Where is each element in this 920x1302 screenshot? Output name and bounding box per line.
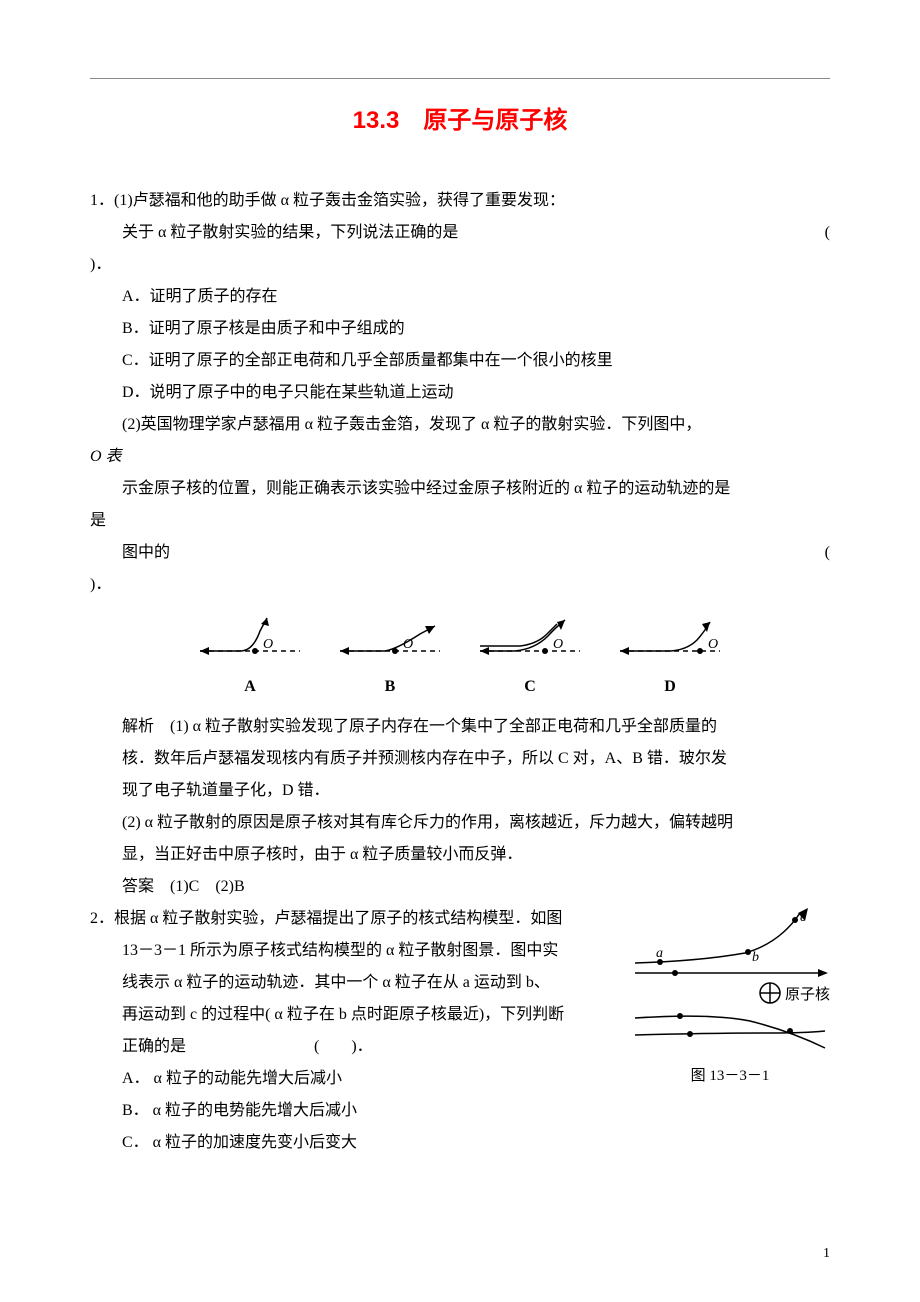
- q1-close2: )．: [90, 569, 830, 601]
- q2-figure: 原子核 a b c: [630, 903, 830, 1085]
- q2-line1: 2．根据 α 粒子散射实验，卢瑟福提出了原子的核式结构模型．如图: [90, 903, 620, 935]
- q1-line1: 1．(1)卢瑟福和他的助手做 α 粒子轰击金箔实验，获得了重要发现：: [90, 185, 830, 217]
- fig-C-label: C: [475, 678, 585, 696]
- page-number: 1: [823, 1246, 830, 1262]
- q1-ana2: 核．数年后卢瑟福发现核内有质子并预测核内存在中子，所以 C 对，A、B 错．玻尔…: [90, 743, 830, 775]
- q2-p1: 根据 α 粒子散射实验，卢瑟福提出了原子的核式结构模型．如图: [114, 910, 562, 927]
- q1-optC: C．证明了原子的全部正电荷和几乎全部质量都集中在一个很小的核里: [90, 345, 830, 377]
- q1-ana5: 显，当正好击中原子核时，由于 α 粒子质量较小而反弹．: [90, 839, 830, 871]
- fig-C-O: O: [553, 637, 563, 652]
- q1-optA: A．证明了质子的存在: [90, 281, 830, 313]
- q1-ana3: 现了电子轨道量子化，D 错．: [90, 775, 830, 807]
- section-title: 13.3 原子与原子核: [90, 100, 830, 135]
- fig-C: O C: [475, 616, 585, 696]
- q1-p2c-row: 图中的 (: [90, 537, 830, 569]
- q1-p2a: (2)英国物理学家卢瑟福用 α 粒子轰击金箔，发现了 α 粒子的散射实验．下列图…: [90, 409, 830, 441]
- q1-p2c: 图中的: [122, 537, 170, 569]
- fig-A-label: A: [195, 678, 305, 696]
- pt-b: b: [752, 950, 759, 965]
- q1-p1b: 关于 α 粒子散射实验的结果，下列说法正确的是: [122, 217, 458, 249]
- q1-optD: D．说明了原子中的电子只能在某些轨道上运动: [90, 377, 830, 409]
- pt-a: a: [656, 946, 663, 961]
- q1-close1: )．: [90, 249, 830, 281]
- q1-p2b-tail: 是: [90, 505, 830, 537]
- q2-optA: A． α 粒子的动能先增大后减小: [90, 1063, 620, 1095]
- fig-D-label: D: [615, 678, 725, 696]
- q1-ana4: (2) α 粒子散射的原因是原子核对其有库仑斥力的作用，离核越近，斥力越大，偏转…: [90, 807, 830, 839]
- q2-number: 2．: [90, 910, 114, 927]
- q2-p4: 再运动到 c 的过程中( α 粒子在 b 点时距原子核最近)，下列判断: [90, 999, 620, 1031]
- header-rule: [90, 78, 830, 79]
- q1-p2b: 示金原子核的位置，则能正确表示该实验中经过金原子核附近的 α 粒子的运动轨迹的是: [90, 473, 830, 505]
- q1-open-paren2: (: [825, 537, 830, 569]
- nucleus-label: 原子核: [785, 986, 830, 1003]
- fig-D: O D: [615, 616, 725, 696]
- q1-figures: O A O B O: [90, 616, 830, 696]
- q1-ana1: 解析 (1) α 粒子散射实验发现了原子内存在一个集中了全部正电荷和几乎全部质量…: [90, 711, 830, 743]
- fig-B: O B: [335, 616, 445, 696]
- q1-p1a: (1)卢瑟福和他的助手做 α 粒子轰击金箔实验，获得了重要发现：: [114, 192, 565, 209]
- q2-optB: B． α 粒子的电势能先增大后减小: [90, 1095, 620, 1127]
- q1-optB: B．证明了原子核是由质子和中子组成的: [90, 313, 830, 345]
- fig-A-O: O: [263, 637, 273, 652]
- q2-p2: 13－3－1 所示为原子核式结构模型的 α 粒子散射图景．图中实: [90, 935, 620, 967]
- q1-open-paren: (: [825, 217, 830, 249]
- q2-p3: 线表示 α 粒子的运动轨迹．其中一个 α 粒子在从 a 运动到 b、: [90, 967, 620, 999]
- q2-caption: 图 13－3－1: [630, 1064, 830, 1085]
- fig-A: O A: [195, 616, 305, 696]
- q1-p2a2: O 表: [90, 441, 830, 473]
- q2-p5: 正确的是 ( )．: [90, 1031, 620, 1063]
- q1-number: 1．: [90, 192, 114, 209]
- q1-line2: 关于 α 粒子散射实验的结果，下列说法正确的是 (: [90, 217, 830, 249]
- fig-D-O: O: [708, 637, 718, 652]
- q1-ans: 答案 (1)C (2)B: [90, 871, 830, 903]
- q2-optC: C． α 粒子的加速度先变小后变大: [90, 1127, 620, 1159]
- fig-B-label: B: [335, 678, 445, 696]
